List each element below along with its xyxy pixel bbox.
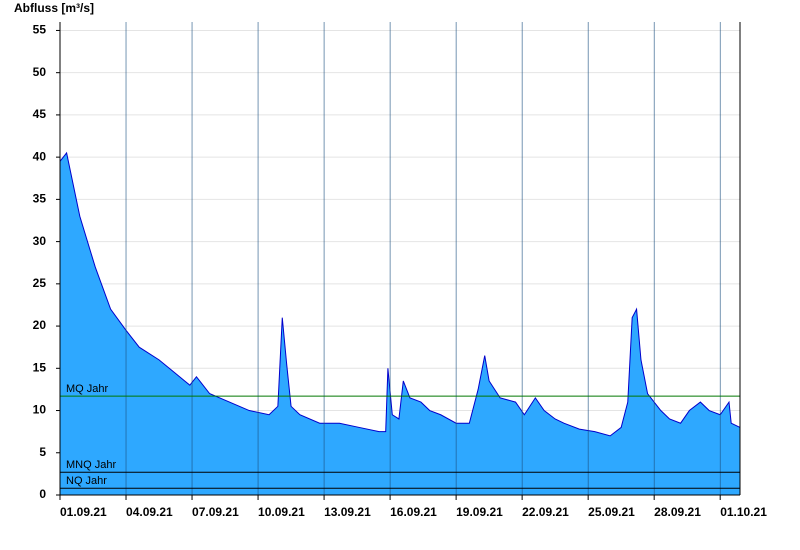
x-tick-label: 28.09.21 [654, 505, 701, 519]
x-tick-label: 01.10.21 [720, 505, 767, 519]
reference-label: MQ Jahr [66, 383, 109, 395]
y-tick-label: 40 [33, 149, 47, 163]
x-tick-label: 01.09.21 [60, 505, 107, 519]
line [59, 151, 741, 437]
area [60, 152, 740, 495]
reference-label: NQ Jahr [66, 475, 107, 487]
y-tick-label: 15 [33, 360, 47, 374]
reference-label: MNQ Jahr [66, 459, 116, 471]
y-tick-label: 20 [33, 318, 47, 332]
x-tick-label: 10.09.21 [258, 505, 305, 519]
y-tick-label: 25 [33, 276, 47, 290]
y-tick-label: 55 [33, 23, 47, 37]
x-tick-label: 25.09.21 [588, 505, 635, 519]
x-tick-label: 04.09.21 [126, 505, 173, 519]
x-tick-label: 07.09.21 [192, 505, 239, 519]
y-tick-label: 45 [33, 107, 47, 121]
y-tick-label: 50 [33, 65, 47, 79]
y-tick-label: 5 [39, 445, 46, 459]
x-tick-label: 22.09.21 [522, 505, 569, 519]
x-tick-label: 19.09.21 [456, 505, 503, 519]
y-axis-label: Abfluss [m³/s] [14, 1, 94, 15]
y-tick-label: 30 [33, 234, 47, 248]
x-tick-label: 16.09.21 [390, 505, 437, 519]
y-tick-label: 35 [33, 192, 47, 206]
y-tick-label: 10 [33, 403, 47, 417]
y-tick-label: 0 [39, 487, 46, 501]
x-tick-label: 13.09.21 [324, 505, 371, 519]
